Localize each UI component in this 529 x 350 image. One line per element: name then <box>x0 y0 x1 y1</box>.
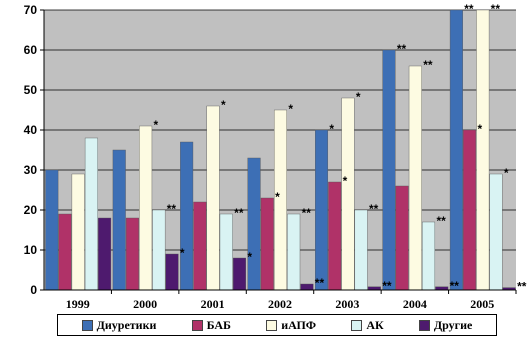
bar-annotation: ** <box>369 202 379 216</box>
bar-annotation: ** <box>436 214 446 228</box>
bars <box>45 9 516 291</box>
x-tick-label: 2004 <box>403 297 427 311</box>
legend-swatch <box>418 319 430 331</box>
legend-label: БАБ <box>206 317 231 332</box>
bar-annotation: ** <box>423 58 433 72</box>
y-tick-label: 40 <box>24 123 38 137</box>
bar-annotation: * <box>356 90 361 104</box>
bar-0-4 <box>315 129 329 291</box>
bar-annotation: * <box>329 122 334 136</box>
bar-3-6 <box>489 173 503 291</box>
bar-2-2 <box>206 105 220 291</box>
y-tick-label: 0 <box>30 283 37 297</box>
bar-0-6 <box>449 9 463 291</box>
bar-2-6 <box>476 9 490 291</box>
bar-1-0 <box>58 213 72 291</box>
bar-annotation: ** <box>491 2 501 16</box>
bar-annotation: ** <box>464 2 474 16</box>
x-tick-label: 2005 <box>470 297 494 311</box>
legend-item: Диуретики <box>81 317 157 333</box>
legend-swatch <box>81 319 93 331</box>
bar-3-1 <box>152 209 166 291</box>
bar-annotation: * <box>247 250 252 264</box>
bar-0-3 <box>247 157 261 291</box>
legend-swatch <box>266 319 278 331</box>
bar-4-0 <box>98 217 112 291</box>
legend-item: БАБ <box>191 317 231 333</box>
legend-label: Другие <box>433 317 473 332</box>
bar-2-0 <box>71 173 85 291</box>
bar-2-4 <box>341 97 355 291</box>
bar-0-2 <box>180 141 194 291</box>
bar-1-4 <box>328 181 342 291</box>
bar-4-1 <box>165 253 179 291</box>
bar-0-5 <box>382 49 396 291</box>
bar-annotation: ** <box>397 42 407 56</box>
y-axis-ticks: 0 10 20 30 40 50 60 70 <box>24 3 44 297</box>
legend-label: Диуретики <box>96 317 157 332</box>
bar-annotation: ** <box>517 280 527 294</box>
bar-1-3 <box>260 197 274 291</box>
bar-annotation: ** <box>382 279 392 293</box>
legend-swatch <box>191 319 203 331</box>
bar-annotation: ** <box>450 279 460 293</box>
bar-annotation: * <box>343 174 348 188</box>
bar-4-2 <box>232 257 246 291</box>
bar-annotation: ** <box>302 206 312 220</box>
bar-3-2 <box>219 213 233 291</box>
legend-item: АК <box>351 317 384 333</box>
bar-annotation: * <box>154 118 159 132</box>
legend-item: Другие <box>418 317 473 333</box>
bar-annotation: ** <box>315 276 325 290</box>
y-tick-label: 70 <box>24 3 38 17</box>
bar-3-3 <box>287 213 301 291</box>
bar-1-5 <box>395 185 409 291</box>
bar-3-5 <box>422 221 436 291</box>
y-tick-label: 50 <box>24 83 38 97</box>
bar-annotation: * <box>180 246 185 260</box>
bar-1-6 <box>463 129 477 291</box>
bar-1-1 <box>125 217 139 291</box>
bar-0-0 <box>45 169 59 291</box>
bar-annotation: * <box>221 98 226 112</box>
x-tick-label: 1999 <box>66 297 90 311</box>
x-axis-ticks: 1999 2000 2001 2002 2003 2004 2005 <box>66 290 517 311</box>
bar-2-1 <box>139 125 153 291</box>
x-tick-label: 2003 <box>335 297 359 311</box>
bar-3-0 <box>84 137 98 291</box>
legend-swatch <box>351 319 363 331</box>
y-tick-label: 30 <box>24 163 38 177</box>
y-tick-label: 20 <box>24 203 38 217</box>
y-tick-label: 60 <box>24 43 38 57</box>
bar-annotation: ** <box>234 206 244 220</box>
x-tick-label: 2001 <box>201 297 225 311</box>
bar-annotation: * <box>275 190 280 204</box>
bar-annotation: * <box>504 166 509 180</box>
bar-0-1 <box>112 149 126 291</box>
bar-annotation: * <box>477 122 482 136</box>
bar-annotation: ** <box>167 202 177 216</box>
bar-1-2 <box>193 201 207 291</box>
annotations: ************************************* <box>154 2 527 294</box>
bar-3-4 <box>354 209 368 291</box>
bar-annotation: * <box>288 102 293 116</box>
legend: Диуретики БАБ иАПФ АК Другие <box>57 314 497 336</box>
bar-2-5 <box>408 65 422 291</box>
legend-label: иАПФ <box>281 317 317 332</box>
bar-4-3 <box>300 283 314 291</box>
legend-label: АК <box>366 317 384 332</box>
legend-item: иАПФ <box>266 318 316 333</box>
y-tick-label: 10 <box>24 243 38 257</box>
x-tick-label: 2000 <box>133 297 157 311</box>
x-tick-label: 2002 <box>268 297 292 311</box>
